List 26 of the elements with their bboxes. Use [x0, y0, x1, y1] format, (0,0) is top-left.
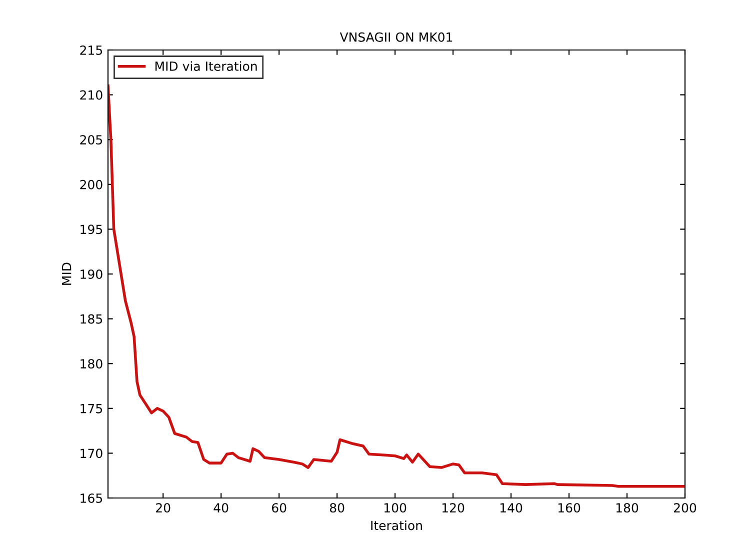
- y-tick-label: 165: [80, 493, 102, 503]
- x-tick-label: 80: [330, 503, 344, 513]
- y-tick-label: 195: [80, 224, 102, 234]
- x-tick-label: 200: [674, 503, 696, 513]
- y-tick-label: 175: [80, 404, 102, 414]
- y-tick-label: 170: [80, 448, 102, 458]
- y-tick-label: 185: [80, 314, 102, 324]
- y-tick-label: 200: [80, 180, 102, 190]
- x-tick-label: 120: [442, 503, 464, 513]
- line-series: [108, 84, 685, 488]
- y-tick-label: 205: [80, 135, 102, 145]
- x-tick-label: 180: [616, 503, 638, 513]
- x-tick-label: 140: [500, 503, 522, 513]
- x-tick-label: 60: [272, 503, 286, 513]
- y-tick-label: 190: [80, 269, 102, 279]
- x-axis-title: Iteration: [371, 520, 422, 530]
- y-tick-label: 180: [80, 359, 102, 369]
- x-tick-label: 160: [558, 503, 580, 513]
- y-axis-title: MID: [62, 262, 72, 285]
- x-tick-label: 100: [384, 503, 406, 513]
- y-tick-label: 210: [80, 90, 102, 100]
- chart-title: VNSAGII ON MK01: [340, 32, 452, 42]
- legend-label: MID via Iteration: [155, 61, 257, 71]
- y-tick-label: 215: [80, 45, 102, 55]
- x-tick-label: 20: [156, 503, 170, 513]
- x-tick-label: 40: [214, 503, 228, 513]
